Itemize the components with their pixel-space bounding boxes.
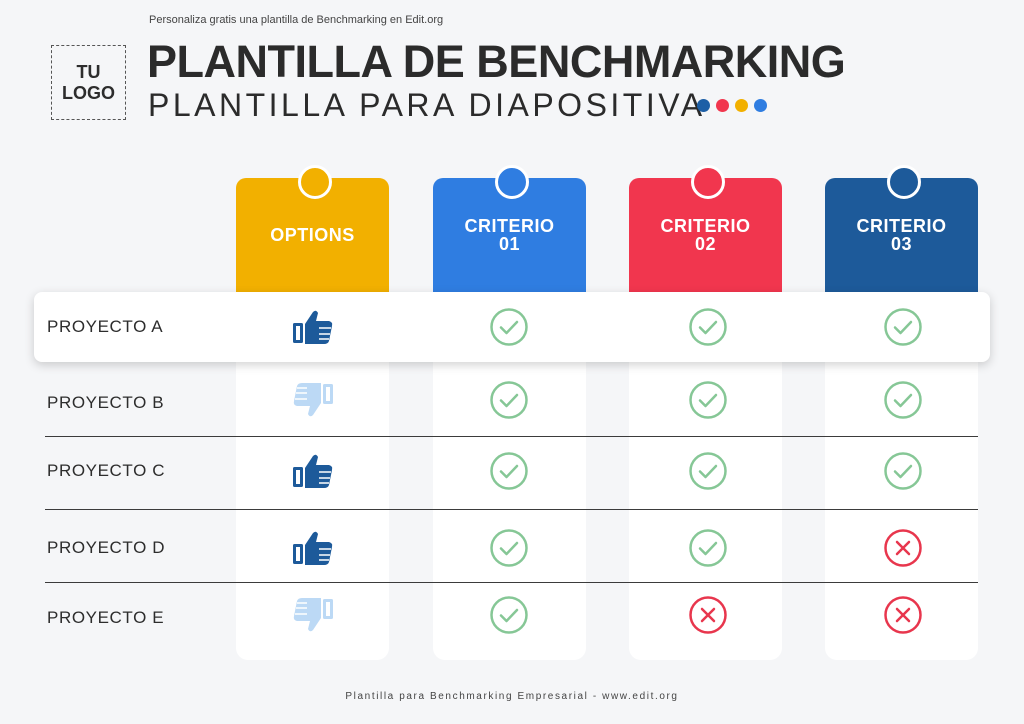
dot-icon [716, 99, 729, 112]
column-header-label: CRITERIO 01 [464, 217, 554, 253]
check-circle-icon [489, 595, 529, 640]
cross-circle-icon [688, 595, 728, 640]
tab-circle-icon [691, 165, 725, 199]
thumbs-down-icon [292, 382, 334, 423]
cross-circle-icon [883, 528, 923, 573]
column-header-line-2: 02 [694, 234, 716, 254]
check-circle-icon [688, 380, 728, 425]
check-circle-icon [688, 528, 728, 573]
footer-text: Plantilla para Benchmarking Empresarial … [345, 691, 679, 702]
check-circle-icon [883, 451, 923, 496]
column-header-criterio-02: CRITERIO 02 [629, 165, 782, 292]
cross-circle-icon [883, 595, 923, 640]
column-header-label: CRITERIO 02 [660, 217, 750, 253]
thumbs-up-icon [292, 309, 334, 350]
column-header-options: OPTIONS [236, 165, 389, 292]
column-header-line-1: CRITERIO [660, 216, 751, 236]
page-subtitle: PLANTILLA PARA DIAPOSITIVA [148, 87, 706, 123]
row-divider [45, 582, 978, 583]
tab-circle-icon [887, 165, 921, 199]
logo-line-1: TU [76, 61, 101, 82]
row-label-proyecto-c: PROYECTO C [47, 461, 166, 480]
column-header-label: CRITERIO 03 [856, 217, 946, 253]
dot-icon [735, 99, 748, 112]
column-header-criterio-03: CRITERIO 03 [825, 165, 978, 292]
column-header-line-1: CRITERIO [464, 216, 555, 236]
thumbs-up-icon [292, 530, 334, 571]
row-label-proyecto-e: PROYECTO E [47, 608, 165, 627]
row-label-proyecto-d: PROYECTO D [47, 538, 166, 557]
page-title: PLANTILLA DE BENCHMARKING [147, 36, 846, 87]
logo-placeholder: TU LOGO [51, 45, 126, 120]
dot-icon [754, 99, 767, 112]
check-circle-icon [883, 307, 923, 352]
row-label-proyecto-a: PROYECTO A [47, 317, 164, 336]
row-divider [45, 509, 978, 510]
check-circle-icon [489, 451, 529, 496]
column-header-line-1: CRITERIO [856, 216, 947, 236]
row-divider [45, 436, 978, 437]
check-circle-icon [489, 380, 529, 425]
tagline: Personaliza gratis una plantilla de Benc… [149, 14, 444, 26]
column-header-line-2: 01 [498, 234, 520, 254]
logo-line-2: LOGO [62, 82, 115, 103]
thumbs-up-icon [292, 453, 334, 494]
check-circle-icon [883, 380, 923, 425]
column-header-criterio-01: CRITERIO 01 [433, 165, 586, 292]
check-circle-icon [688, 307, 728, 352]
check-circle-icon [489, 528, 529, 573]
row-label-proyecto-b: PROYECTO B [47, 393, 165, 412]
column-header-line-2: 03 [890, 234, 912, 254]
dot-icon [697, 99, 710, 112]
tab-circle-icon [298, 165, 332, 199]
check-circle-icon [688, 451, 728, 496]
column-header-line-1: OPTIONS [270, 225, 355, 245]
thumbs-down-icon [292, 597, 334, 638]
tab-circle-icon [495, 165, 529, 199]
check-circle-icon [489, 307, 529, 352]
column-header-label: OPTIONS [270, 226, 355, 244]
